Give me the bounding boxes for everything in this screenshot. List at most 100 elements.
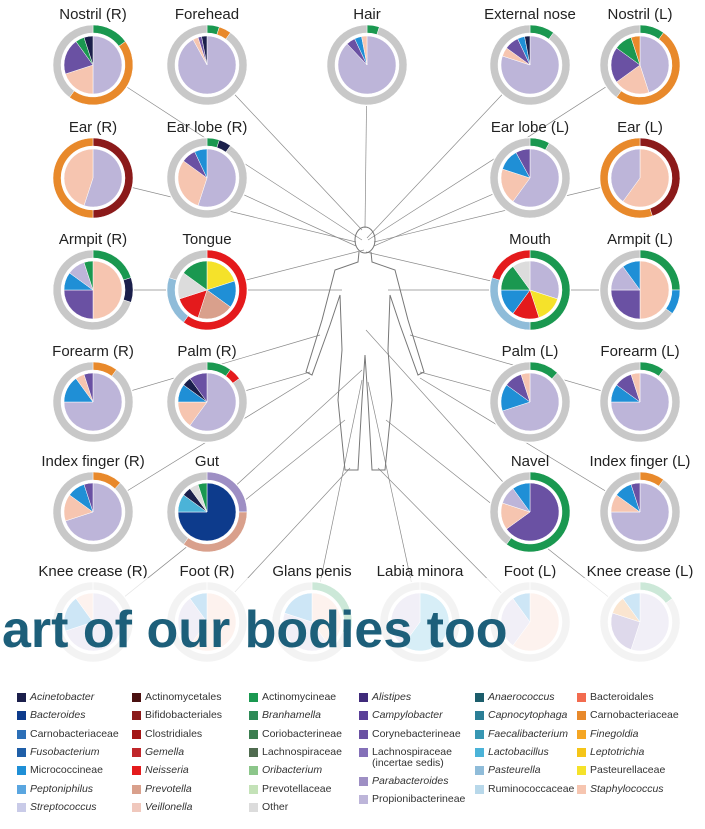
inner-pie-slice — [189, 372, 237, 432]
site-label: Ear lobe (L) — [491, 119, 569, 136]
legend-entry: Propionibacterineae — [359, 793, 484, 806]
inner-pie-slice — [610, 47, 641, 83]
legend-entry: Prevotellaceae — [249, 782, 374, 795]
legend-entry: Bifidobacteriales — [132, 709, 257, 722]
legend-swatch — [475, 784, 484, 794]
site-label: Knee crease (R) — [38, 563, 147, 580]
site-label: Hair — [353, 6, 381, 23]
inner-pie-slice — [83, 482, 94, 513]
legend-swatch — [132, 729, 141, 739]
inner-pie-slice — [206, 260, 235, 291]
legend-label: Parabacteroides — [372, 774, 449, 787]
legend-label: Neisseria — [145, 764, 189, 777]
legend-label: Peptoniphilus — [30, 782, 94, 795]
legend-label: Lachnospiraceae (incertae sedis) — [372, 745, 452, 769]
site-label: Glans penis — [272, 563, 351, 580]
site-label: External nose — [484, 6, 576, 23]
legend-swatch — [577, 729, 586, 739]
legend-label: Lachnospiraceae — [262, 745, 342, 758]
inner-pie-slice — [83, 372, 94, 403]
legend-label: Oribacterium — [262, 764, 323, 777]
legend-swatch — [17, 802, 26, 812]
legend-entry: Lactobacillus — [475, 746, 600, 758]
legend-label: Bifidobacteriales — [145, 709, 223, 722]
inner-pie-slice — [502, 372, 560, 432]
inner-pie-slice — [529, 260, 560, 300]
legend-label: Corynebacterineae — [372, 727, 461, 740]
legend-entry: Micrococcineae — [17, 764, 142, 777]
connector — [419, 377, 641, 513]
site-label: Armpit (L) — [607, 231, 673, 248]
legend-entry: Leptotrichia — [577, 746, 702, 758]
legend-swatch — [132, 766, 141, 776]
legend-entry: Branhamella — [249, 710, 374, 721]
legend-label: Staphylococcus — [590, 782, 664, 795]
legend-label: Gemella — [145, 745, 185, 758]
site-label: Nostril (L) — [607, 6, 672, 23]
diagram: Nostril (R) Forehead Hair External nose Nost… — [2, 6, 694, 662]
legend-swatch — [249, 693, 258, 702]
head — [354, 226, 376, 254]
legend-label: Clostridiales — [145, 727, 203, 740]
legend-label: Propionibacterineae — [372, 793, 466, 806]
inner-pie-slice — [630, 372, 641, 403]
legend: Acinetobacter Bacteroides Carnobacteriacea… — [17, 691, 702, 822]
outer-ring-segment — [326, 24, 408, 106]
inner-pie-slice — [616, 64, 650, 95]
site-label: Ear (L) — [617, 119, 663, 136]
site-label: Forearm (R) — [52, 343, 134, 360]
inner-pie-slice — [524, 35, 531, 66]
legend-label: Ruminococcaceae — [488, 782, 575, 795]
legend-entry: Carnobacteriaceae — [577, 709, 702, 722]
inner-pie-slice — [610, 289, 641, 320]
legend-label: Bacteroides — [30, 709, 86, 722]
legend-swatch — [17, 711, 26, 721]
legend-swatch — [17, 729, 26, 739]
legend-label: Prevotellaceae — [262, 782, 332, 795]
inner-pie-slice — [183, 260, 208, 291]
legend-label: Prevotella — [145, 782, 192, 795]
outer-ring-segment — [52, 471, 134, 553]
legend-entry: Carnobacteriaceae — [17, 728, 142, 740]
site-label: Ear lobe (R) — [167, 119, 248, 136]
site-label: Ear (R) — [69, 119, 117, 136]
legend-entry: Acinetobacter — [17, 692, 142, 703]
legend-swatch — [17, 766, 26, 776]
inner-pie-slice — [361, 35, 368, 66]
body-figure — [305, 226, 425, 471]
legend-label: Coriobacterineae — [262, 727, 342, 740]
site-label: Labia minora — [377, 563, 464, 580]
outer-ring-segment — [599, 361, 681, 443]
inner-pie-slice — [201, 35, 208, 66]
legend-label: Pasteurella — [488, 764, 541, 777]
legend-entry: Gemella — [132, 745, 257, 758]
site-label: Knee crease (L) — [587, 563, 694, 580]
outer-ring-segment — [599, 24, 641, 98]
inner-pie-slice — [197, 289, 231, 320]
legend-swatch — [359, 693, 368, 702]
site-label: Forearm (L) — [600, 343, 679, 360]
legend-swatch — [359, 776, 368, 786]
legend-entry: Alistipes — [359, 692, 484, 703]
inner-pie-slice — [177, 482, 237, 542]
legend-entry: Corynebacterineae — [359, 727, 484, 740]
legend-label: Veillonella — [145, 800, 193, 813]
inner-pie-slice — [610, 482, 670, 542]
legend-entry: Campylobacter — [359, 710, 484, 721]
legend-label: Bacteroidales — [590, 691, 654, 703]
legend-swatch — [132, 711, 141, 721]
inner-pie-slice — [506, 482, 560, 542]
legend-label: Carnobacteriaceae — [590, 709, 679, 722]
legend-entry: Clostridiales — [132, 727, 257, 740]
legend-entry: Other — [249, 801, 374, 813]
legend-label: Micrococcineae — [30, 764, 103, 777]
legend-entry: Oribacterium — [249, 764, 374, 777]
outer-ring-segment — [599, 137, 653, 219]
legend-swatch — [17, 784, 26, 794]
outer-ring-segment — [489, 361, 571, 443]
legend-swatch — [17, 747, 26, 757]
inner-pie-slice — [177, 160, 208, 206]
legend-label: Capnocytophaga — [488, 709, 568, 722]
legend-entry: Streptococcus — [17, 801, 142, 813]
legend-swatch — [132, 747, 141, 757]
